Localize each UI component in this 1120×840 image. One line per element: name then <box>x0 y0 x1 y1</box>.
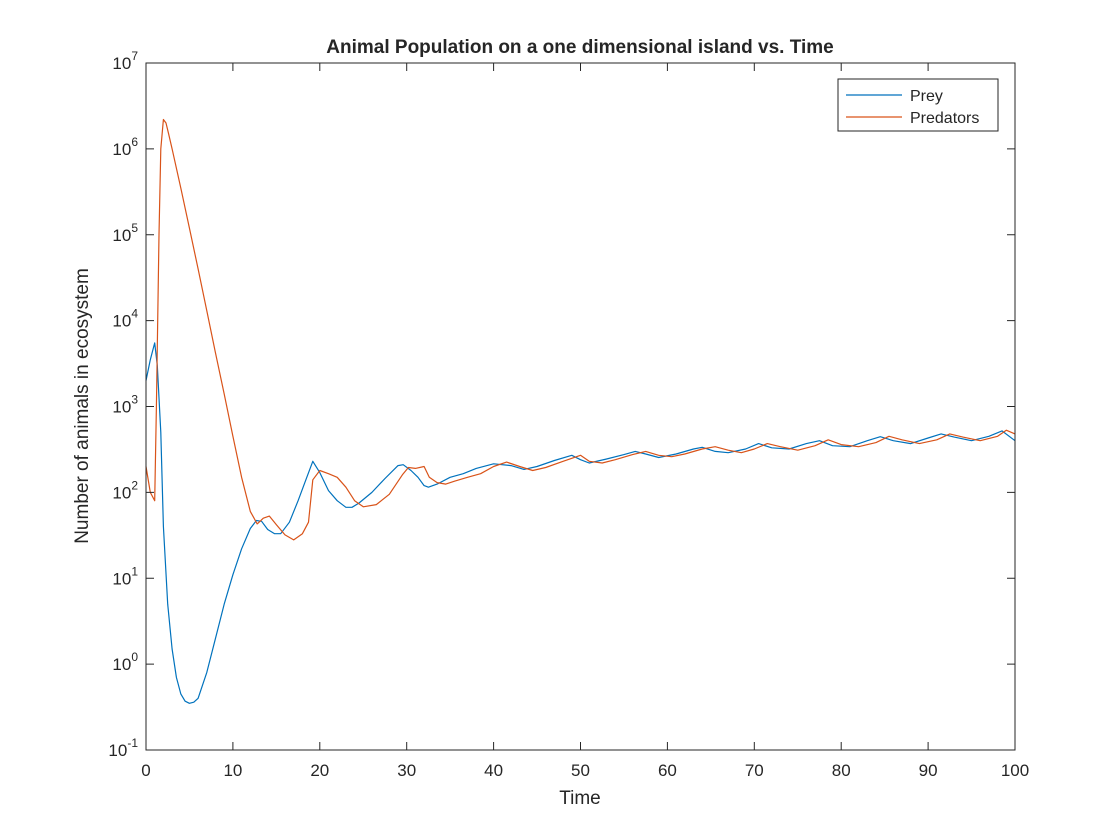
x-axis-label: Time <box>559 788 601 809</box>
x-tick-label: 20 <box>310 761 329 780</box>
x-tick-label: 60 <box>658 761 677 780</box>
x-tick-label: 80 <box>832 761 851 780</box>
y-tick-label: 104 <box>112 307 138 331</box>
y-tick-label: 101 <box>112 564 138 588</box>
legend-box <box>837 78 999 132</box>
x-tick-label: 10 <box>223 761 242 780</box>
y-tick-label: 105 <box>112 221 138 245</box>
axes-layer: 0 10 20 30 40 50 60 70 80 90 100 10-1 100 101 102 103 10… <box>108 49 1029 780</box>
chart-title: Animal Population on a one dimensional i… <box>326 37 833 58</box>
x-tick-label: 50 <box>571 761 590 780</box>
x-tick-label: 0 <box>141 761 150 780</box>
y-tick-label: 10-1 <box>108 736 138 760</box>
y-tick-label: 103 <box>112 393 138 417</box>
series-layer <box>145 118 1016 704</box>
y-tick-label: 102 <box>112 478 138 502</box>
x-tick-label: 40 <box>484 761 503 780</box>
legend: Prey Predators <box>837 78 999 132</box>
y-tick-label: 106 <box>112 135 138 159</box>
series-line-predators <box>145 118 1016 541</box>
y-axis-label: Number of animals in ecosystem <box>72 268 93 544</box>
x-tick-label: 30 <box>397 761 416 780</box>
x-tick-label: 100 <box>1001 761 1029 780</box>
legend-label-prey: Prey <box>910 88 943 105</box>
y-tick-label: 107 <box>112 49 138 73</box>
plot-area-background <box>146 63 1015 750</box>
x-tick-label: 90 <box>919 761 938 780</box>
x-tick-label: 70 <box>745 761 764 780</box>
legend-label-predators: Predators <box>910 110 979 127</box>
y-tick-label: 100 <box>112 650 138 674</box>
series-line-prey <box>145 342 1016 704</box>
